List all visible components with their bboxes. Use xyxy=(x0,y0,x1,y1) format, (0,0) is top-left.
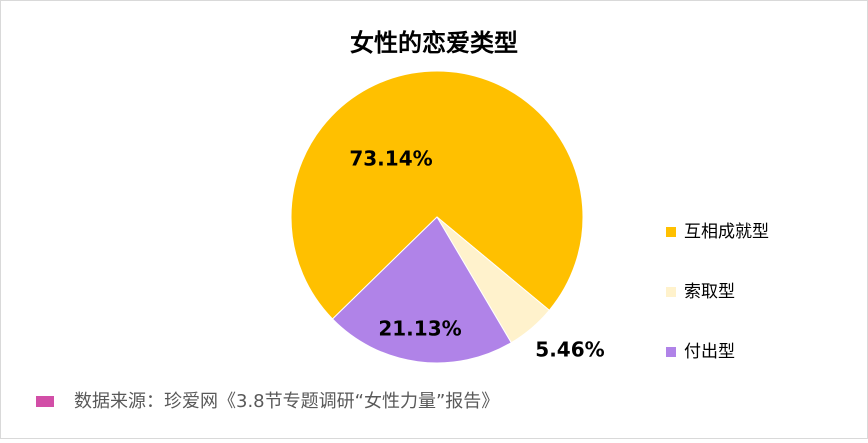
legend-label: 互相成就型 xyxy=(684,222,769,242)
data-label: 73.14% xyxy=(349,147,432,171)
source-marker xyxy=(36,396,54,407)
legend-swatch xyxy=(666,347,676,357)
source-note: 数据来源：珍爱网《3.8节专题调研“女性力量”报告》 xyxy=(74,391,499,412)
legend-swatch xyxy=(666,287,676,297)
legend-swatch xyxy=(666,227,676,237)
chart-title: 女性的恋爱类型 xyxy=(350,29,518,57)
pie-slice xyxy=(331,216,512,364)
legend-label: 付出型 xyxy=(684,342,735,362)
pie-slice xyxy=(290,70,584,320)
legend-label: 索取型 xyxy=(684,282,735,302)
data-label: 5.46% xyxy=(535,338,604,362)
data-label: 21.13% xyxy=(378,317,461,341)
